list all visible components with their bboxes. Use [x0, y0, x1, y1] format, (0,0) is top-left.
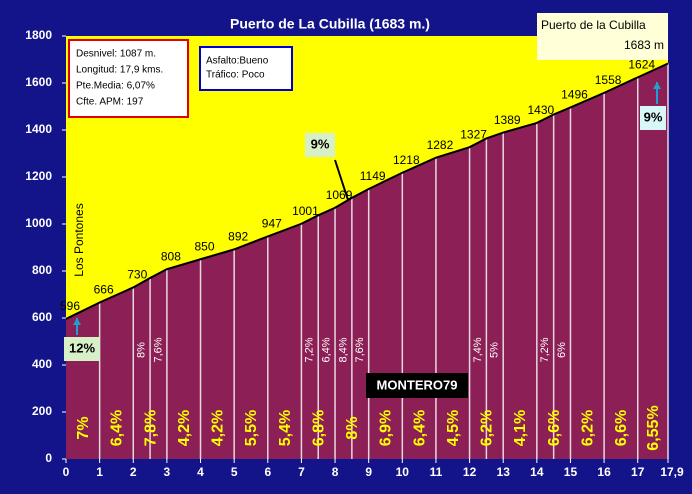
half-gradient-label: 6% [556, 342, 568, 358]
x-tick-label: 6 [264, 465, 271, 479]
x-tick-label: 13 [497, 465, 511, 479]
altitude-label: 1327 [460, 127, 487, 141]
x-tick-label: 8 [332, 465, 339, 479]
altitude-label: 1282 [427, 138, 454, 152]
gradient-label: 4,1% [512, 410, 529, 446]
y-tick-label: 800 [32, 263, 52, 277]
half-gradient-label: 6,4% [321, 337, 333, 362]
gradient-label: 8% [344, 416, 361, 439]
info-line: Desnivel: 1087 m. [76, 49, 156, 60]
altitude-label: 730 [127, 268, 147, 282]
x-tick-label: 11 [430, 465, 443, 479]
max-gradient-label: 9% [644, 109, 663, 124]
y-tick-label: 200 [32, 404, 52, 418]
half-gradient-label: 8,4% [337, 337, 349, 362]
gradient-label: 5,4% [277, 410, 294, 446]
y-tick-label: 1400 [25, 122, 52, 136]
x-tick-label: 3 [164, 465, 171, 479]
gradient-label: 6,2% [479, 410, 496, 446]
x-tick-label: 7 [298, 465, 305, 479]
x-tick-label: 10 [396, 465, 410, 479]
gradient-label: 4,5% [445, 410, 462, 446]
road-line: Tráfico: Poco [206, 70, 265, 81]
x-tick-label: 14 [530, 465, 544, 479]
gradient-label: 6,2% [580, 410, 597, 446]
x-tick-label: 1 [96, 465, 103, 479]
y-tick-label: 600 [32, 310, 52, 324]
summit-name: Puerto de la Cubilla [541, 18, 646, 32]
gradient-label: 4,2% [176, 410, 193, 446]
gradient-label: 6,4% [411, 410, 428, 446]
half-gradient-label: 7,2% [539, 337, 551, 362]
y-tick-label: 1600 [25, 75, 52, 89]
half-gradient-label: 8% [136, 342, 148, 358]
chart: Puerto de La Cubilla (1683 m.) 596666730… [0, 0, 692, 494]
half-gradient-label: 7,2% [304, 337, 316, 362]
gradient-label: 7,8% [142, 410, 159, 446]
altitude-label: 1218 [393, 153, 420, 167]
gradient-label: 6,9% [378, 410, 395, 446]
max-gradient-label: 9% [311, 136, 330, 151]
page: {"chart_data": { "type": "profile", "tit… [0, 0, 692, 494]
y-tick-label: 0 [45, 451, 52, 465]
x-tick-label: 15 [564, 465, 578, 479]
y-tick-label: 400 [32, 357, 52, 371]
x-tick-label: 17,9 [660, 465, 684, 479]
y-tick-label: 1200 [25, 169, 52, 183]
info-line: Pte.Media: 6,07% [76, 81, 155, 92]
altitude-label: 808 [161, 249, 181, 263]
gradient-label: 5,5% [243, 410, 260, 446]
half-gradient-label: 7,6% [354, 337, 366, 362]
x-tick-label: 16 [597, 465, 611, 479]
road-line: Asfalto:Bueno [206, 56, 269, 67]
half-gradient-label: 5% [489, 342, 501, 358]
y-tick-label: 1000 [25, 216, 52, 230]
gradient-label: 7% [75, 416, 92, 439]
x-tick-label: 5 [231, 465, 238, 479]
altitude-label: 1496 [561, 88, 588, 102]
half-gradient-label: 7,4% [472, 337, 484, 362]
y-tick-label: 1800 [25, 28, 52, 42]
gradient-label: 6,6% [546, 410, 563, 446]
info-line: Longitud: 17,9 kms. [76, 65, 163, 76]
max-gradient-label: 12% [69, 340, 95, 355]
altitude-label: 850 [195, 239, 215, 253]
altitude-label: 1069 [326, 188, 353, 202]
gradient-label: 6,8% [310, 410, 327, 446]
info-line: Cfte. APM: 197 [76, 97, 144, 108]
x-tick-label: 12 [463, 465, 477, 479]
watermark: MONTERO79 [377, 377, 458, 392]
altitude-label: 1558 [595, 73, 622, 87]
altitude-label: 596 [60, 299, 80, 313]
altitude-label: 666 [94, 283, 114, 297]
gradient-label: 6,6% [613, 410, 630, 446]
x-tick-label: 0 [63, 465, 70, 479]
altitude-label: 947 [262, 217, 282, 231]
summit-altitude: 1683 m [624, 38, 664, 52]
x-tick-label: 9 [365, 465, 372, 479]
half-gradient-label: 7,6% [152, 337, 164, 362]
gradient-label: 6,55% [645, 405, 662, 450]
altitude-label: 892 [228, 230, 248, 244]
x-tick-label: 4 [197, 465, 204, 479]
road-box [200, 47, 292, 90]
chart-title: Puerto de La Cubilla (1683 m.) [230, 16, 430, 32]
gradient-label: 4,2% [210, 410, 227, 446]
altitude-label: 1389 [494, 113, 521, 127]
altitude-label: 1001 [292, 204, 319, 218]
x-tick-label: 2 [130, 465, 137, 479]
gradient-label: 6,4% [109, 410, 126, 446]
altitude-label: 1149 [360, 169, 386, 183]
x-tick-label: 17 [631, 465, 645, 479]
altitude-label: 1430 [527, 103, 554, 117]
start-name: Los Pontones [72, 203, 86, 276]
